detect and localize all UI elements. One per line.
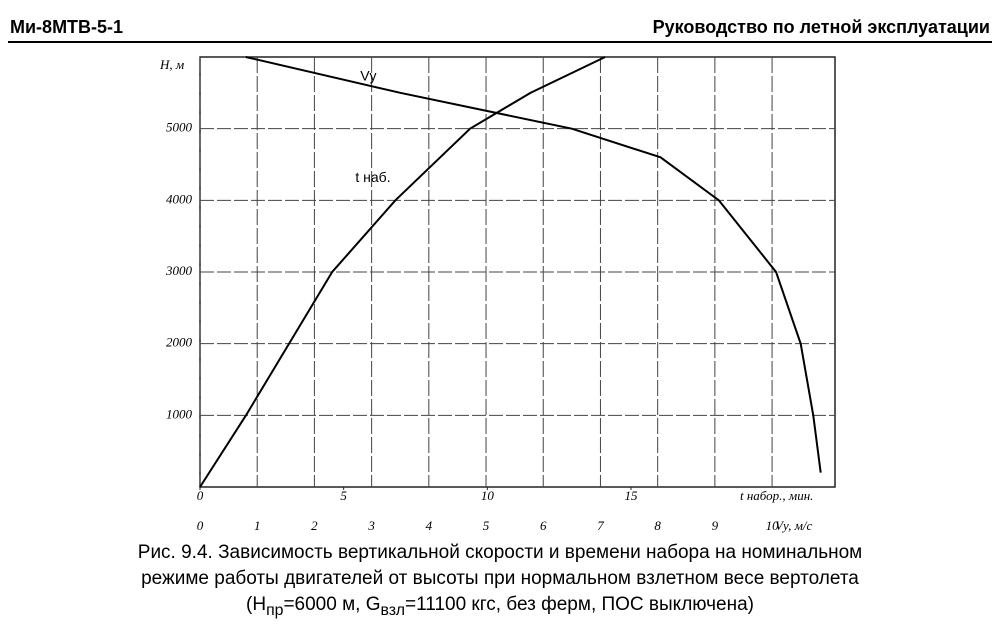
x2-tick-label: 7 (597, 518, 604, 533)
x-tick-label: 15 (624, 488, 638, 503)
x2-tick-label: 1 (254, 518, 261, 533)
curve-label: t наб. (355, 169, 390, 185)
x2-tick-label: 9 (712, 518, 719, 533)
subscript: пр (266, 601, 284, 619)
x-axis-label: t набор., мин. (740, 488, 813, 503)
x-tick-label: 10 (481, 488, 495, 503)
y-tick-label: 3000 (165, 263, 193, 278)
subscript: взл (380, 601, 406, 619)
x2-tick-label: 8 (654, 518, 661, 533)
y-tick-label: 4000 (166, 191, 193, 206)
caption-text: =6000 м, G (283, 594, 381, 615)
chart: Ми-8МТВ-5-1 Руководство по летной эксплу… (8, 17, 992, 533)
caption-text: =11100 кгс, без ферм, ПОС выключена) (405, 594, 754, 615)
caption-line: режиме работы двигателей от высоты при н… (141, 568, 859, 589)
caption-text: (H (246, 594, 267, 615)
x2-tick-label: 10 (766, 518, 780, 533)
caption: Рис. 9.4. Зависимость вертикальной скоро… (0, 540, 1000, 624)
y-axis-label: H, м (159, 57, 184, 72)
y-tick-label: 2000 (166, 335, 193, 350)
curve (199, 56, 606, 488)
curve-label: Vу (360, 68, 376, 84)
x2-tick-label: 4 (426, 518, 433, 533)
x2-tick-label: 0 (197, 518, 204, 533)
x2-tick-label: 2 (311, 518, 318, 533)
doc-title: Руководство по летной эксплуатации (653, 17, 990, 37)
x-tick-label: 5 (340, 488, 347, 503)
curve (245, 56, 822, 473)
x2-axis-label: Vу, м/с (775, 518, 812, 533)
x2-tick-label: 5 (483, 518, 490, 533)
x2-tick-label: 6 (540, 518, 547, 533)
doc-id: Ми-8МТВ-5-1 (10, 17, 123, 37)
x-tick-label: 0 (197, 488, 204, 503)
y-tick-label: 1000 (166, 406, 193, 421)
y-tick-label: 5000 (166, 120, 193, 135)
x2-tick-label: 3 (367, 518, 375, 533)
caption-line: (Hпр=6000 м, Gвзл=11100 кгс, без ферм, П… (0, 592, 1000, 624)
caption-line: Рис. 9.4. Зависимость вертикальной скоро… (137, 542, 863, 563)
